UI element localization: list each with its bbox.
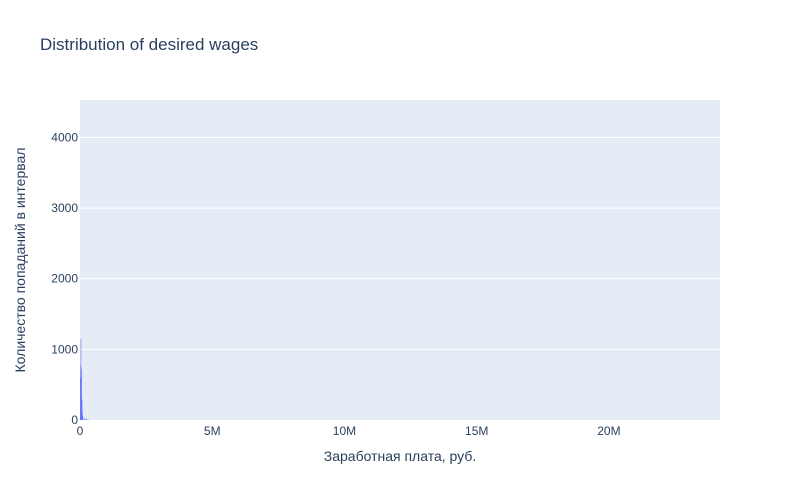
histogram-bar [81,370,82,420]
x-axis-ticks: 0 5M 10M 15M 20M [77,424,621,438]
x-tick-label: 0 [77,424,84,438]
histogram-bar [81,400,83,420]
x-tick-label: 20M [597,424,620,438]
gridlines [80,136,720,350]
y-tick-label: 0 [71,413,78,427]
x-axis-title: Заработная плата, руб. [324,448,476,464]
x-tick-label: 5M [204,424,221,438]
y-tick-label: 2000 [51,272,78,286]
histogram-bar [85,418,86,420]
histogram-bar [82,417,84,420]
bars [80,338,89,420]
y-axis-title: Количество попаданий в интервал [12,148,28,373]
histogram-bar [83,418,85,420]
x-tick-label: 10M [333,424,356,438]
histogram-bar [86,418,88,420]
y-tick-label: 3000 [51,201,78,215]
x-tick-label: 15M [465,424,488,438]
y-axis-ticks: 0 1000 2000 3000 4000 [51,130,78,427]
y-tick-label: 4000 [51,130,78,144]
y-tick-label: 1000 [51,342,78,356]
chart-title: Distribution of desired wages [40,35,258,54]
plot-area [80,100,720,420]
histogram-bar [87,419,89,420]
